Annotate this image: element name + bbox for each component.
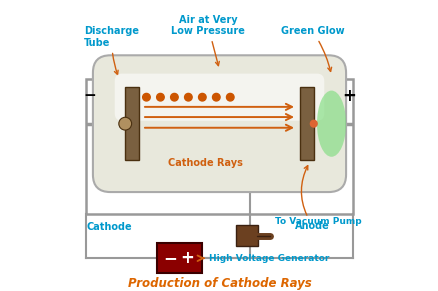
Circle shape xyxy=(170,93,178,101)
Text: Cathode: Cathode xyxy=(86,222,131,232)
Circle shape xyxy=(184,93,192,101)
Circle shape xyxy=(309,120,317,128)
FancyBboxPatch shape xyxy=(235,225,258,246)
Text: −: − xyxy=(163,249,177,267)
FancyBboxPatch shape xyxy=(125,87,139,160)
Circle shape xyxy=(156,93,164,101)
Text: Discharge
Tube: Discharge Tube xyxy=(84,26,139,74)
Circle shape xyxy=(212,93,219,101)
Text: Green Glow: Green Glow xyxy=(280,26,344,71)
Circle shape xyxy=(198,93,206,101)
Text: To Vacuum Pump: To Vacuum Pump xyxy=(274,217,360,226)
Text: −: − xyxy=(84,88,96,103)
Circle shape xyxy=(226,93,233,101)
Text: High Voltage Generator: High Voltage Generator xyxy=(209,254,329,263)
Ellipse shape xyxy=(316,91,345,157)
Text: Air at Very
Low Pressure: Air at Very Low Pressure xyxy=(170,15,244,66)
FancyBboxPatch shape xyxy=(299,87,313,160)
FancyBboxPatch shape xyxy=(93,55,345,192)
FancyBboxPatch shape xyxy=(114,74,324,121)
FancyBboxPatch shape xyxy=(157,243,201,273)
Circle shape xyxy=(119,117,131,130)
Text: Production of Cathode Rays: Production of Cathode Rays xyxy=(127,276,311,290)
Circle shape xyxy=(142,93,150,101)
Text: +: + xyxy=(341,87,355,105)
Text: +: + xyxy=(180,249,194,267)
Text: Anode: Anode xyxy=(295,166,329,230)
Text: Cathode Rays: Cathode Rays xyxy=(168,158,242,168)
